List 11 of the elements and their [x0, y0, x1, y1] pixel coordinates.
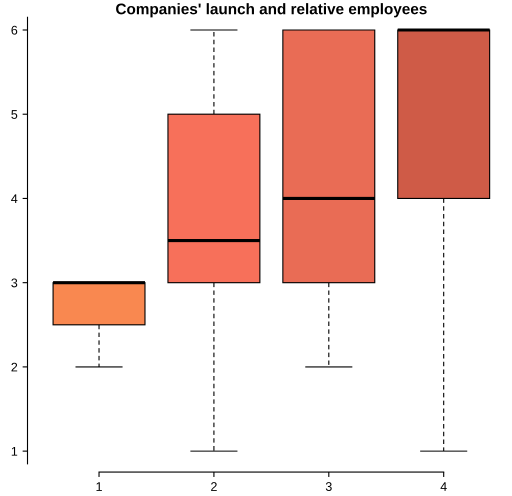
x-tick-label: 4 [440, 482, 447, 491]
y-tick-label: 5 [11, 110, 18, 119]
y-tick-label: 4 [11, 194, 18, 203]
x-tick-label: 3 [326, 482, 332, 491]
y-tick-label: 2 [11, 362, 18, 372]
x-tick-label: 1 [96, 482, 102, 491]
y-tick-label: 3 [11, 278, 18, 288]
chart-title: Companies' launch and relative employees [116, 3, 427, 18]
y-tick-label: 6 [11, 26, 18, 35]
x-tick-label: 2 [211, 482, 217, 491]
y-tick-label: 1 [12, 447, 18, 456]
